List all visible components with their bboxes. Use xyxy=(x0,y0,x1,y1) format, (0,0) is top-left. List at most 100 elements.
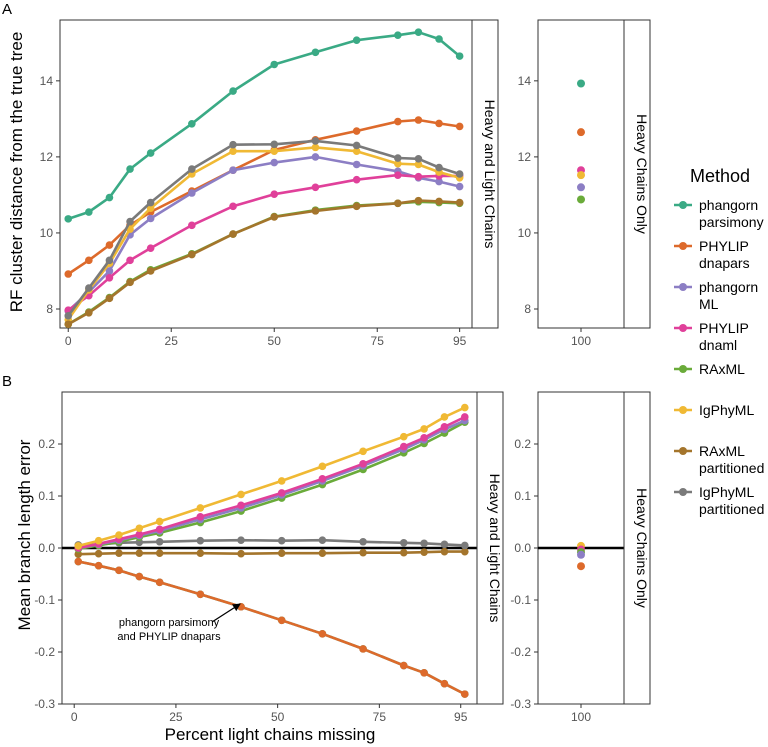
data-point xyxy=(74,557,83,566)
side-y-tick-label: 10 xyxy=(518,226,532,240)
data-point xyxy=(85,256,93,265)
legend-swatch-point xyxy=(679,488,687,496)
data-point xyxy=(126,256,134,265)
data-point xyxy=(74,550,83,559)
data-point xyxy=(352,160,361,169)
panel-a: RF cluster distance from the true tree 8… xyxy=(7,19,651,348)
data-point xyxy=(229,87,237,95)
data-point xyxy=(155,578,164,587)
y-tick-label: -0.2 xyxy=(34,645,55,659)
side-y-tick-label: 0.0 xyxy=(514,541,531,555)
panel-b-side-facet-strip xyxy=(623,391,651,705)
data-point xyxy=(352,36,361,44)
data-point xyxy=(455,122,464,131)
data-point xyxy=(188,189,196,197)
data-point xyxy=(135,530,144,539)
data-point xyxy=(146,198,155,207)
data-point xyxy=(135,524,144,533)
data-point xyxy=(277,549,286,557)
data-point xyxy=(115,549,123,557)
data-point xyxy=(394,171,402,179)
series-raxml_partitioned xyxy=(64,196,464,328)
series-phylip_dnapars xyxy=(74,557,469,698)
data-point xyxy=(352,127,361,135)
data-point xyxy=(311,183,320,192)
panel-a-facet-strip xyxy=(471,19,499,329)
side-point-igphyml xyxy=(577,171,585,180)
panel-label-a: A xyxy=(2,1,12,18)
series-igphyml xyxy=(74,403,469,550)
annotation-arrow xyxy=(211,603,241,623)
data-point xyxy=(64,320,73,328)
panel-b-facet-strip xyxy=(476,391,504,705)
side-point-phylip_dnapars xyxy=(577,562,585,571)
data-point xyxy=(420,669,428,677)
data-point xyxy=(229,140,237,149)
y-tick-label: 0.1 xyxy=(38,489,55,503)
side-y-tick-label: 8 xyxy=(524,302,531,316)
data-point xyxy=(435,177,443,186)
data-point xyxy=(64,270,73,278)
data-point xyxy=(270,147,279,155)
data-point xyxy=(277,489,286,497)
data-point xyxy=(155,517,164,526)
legend-label-line-1: RAxML xyxy=(699,443,745,459)
data-point xyxy=(460,547,469,556)
panel-b-xlabel: Percent light chains missing xyxy=(165,725,376,744)
data-point xyxy=(414,160,423,169)
panel-b-facet-label: Heavy and Light Chains xyxy=(487,474,503,623)
data-point xyxy=(414,154,423,163)
legend-swatch-point xyxy=(679,406,687,414)
legend-label-line-2: parsimony xyxy=(699,214,764,230)
data-point xyxy=(414,116,423,124)
data-point xyxy=(318,549,327,557)
data-point xyxy=(237,490,245,499)
data-point xyxy=(277,477,286,485)
legend-label-line-1: phangorn xyxy=(699,197,758,213)
data-point xyxy=(196,536,205,545)
series-igphyml_partitioned xyxy=(64,137,464,320)
data-point xyxy=(394,199,402,208)
data-point xyxy=(105,274,114,282)
data-point xyxy=(455,52,464,60)
data-point xyxy=(237,549,245,558)
panel-a-facet-label: Heavy and Light Chains xyxy=(482,100,498,249)
data-point xyxy=(435,163,443,172)
data-point xyxy=(155,525,164,534)
data-point xyxy=(435,35,443,43)
side-y-tick-label: 14 xyxy=(518,74,532,88)
legend-swatch-point xyxy=(679,447,687,455)
data-point xyxy=(440,679,449,688)
data-point xyxy=(229,166,237,174)
data-point xyxy=(105,294,114,303)
legend-entry-igphyml: IgPhyML xyxy=(674,402,754,418)
panel-a-side-facet-strip xyxy=(623,19,651,329)
data-point xyxy=(460,413,469,421)
x-tick-label: 0 xyxy=(65,334,72,348)
data-point xyxy=(455,170,464,178)
x-tick-label: 95 xyxy=(454,710,468,724)
legend-swatch-point xyxy=(679,365,687,373)
data-point xyxy=(126,165,134,173)
data-point xyxy=(420,433,428,442)
x-tick-label: 75 xyxy=(371,334,385,348)
data-point xyxy=(155,537,164,546)
data-point xyxy=(146,214,155,223)
data-point xyxy=(399,442,408,451)
data-point xyxy=(74,542,83,550)
series-line xyxy=(67,30,461,221)
side-x-tick-label: 100 xyxy=(571,334,591,348)
y-tick-label: -0.3 xyxy=(34,697,55,711)
data-point xyxy=(420,425,428,433)
legend-label-line-1: PHYLIP xyxy=(699,320,749,336)
y-tick-label: 10 xyxy=(40,226,54,240)
series-raxml xyxy=(64,197,464,328)
data-point xyxy=(135,572,144,581)
data-point xyxy=(85,284,93,292)
data-point xyxy=(318,536,327,544)
data-point xyxy=(399,432,408,441)
data-point xyxy=(237,501,245,510)
data-point xyxy=(115,566,123,575)
